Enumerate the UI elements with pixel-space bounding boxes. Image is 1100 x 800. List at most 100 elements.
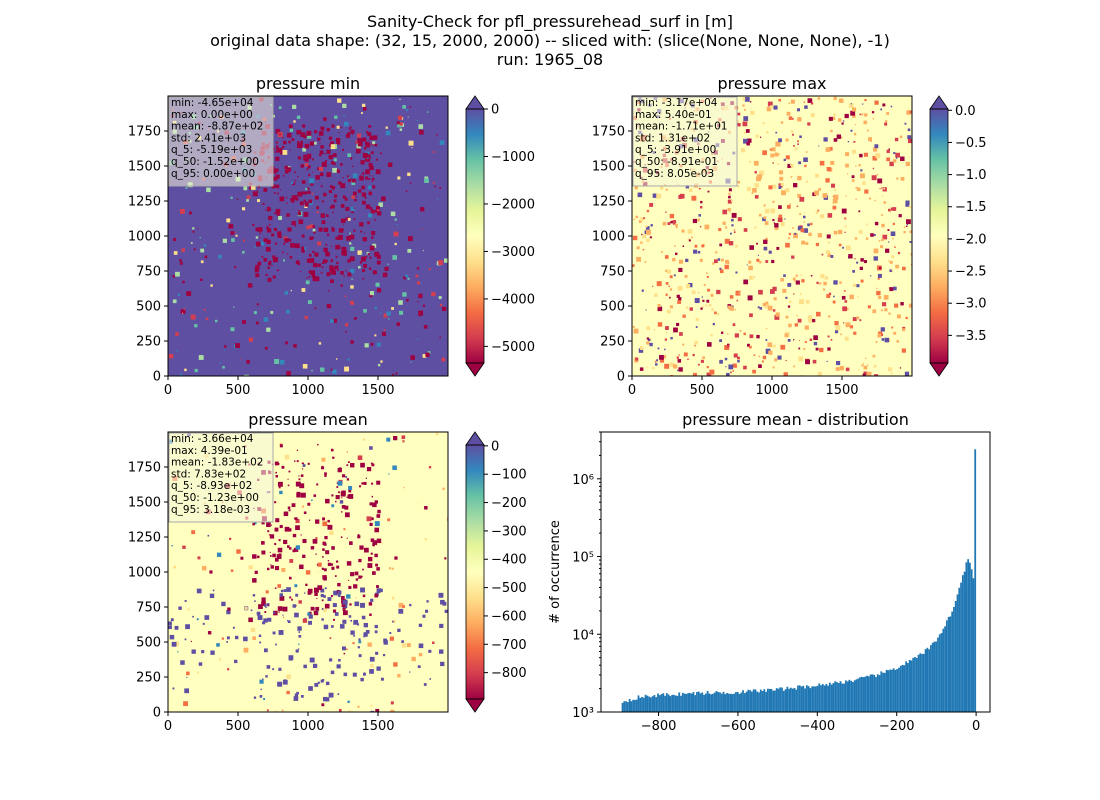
heatmap-pixel xyxy=(794,280,796,282)
heatmap-pixel xyxy=(187,608,190,611)
heatmap-pixel xyxy=(730,232,732,235)
heatmap-pixel xyxy=(766,106,772,112)
heatmap-pixel xyxy=(287,227,292,232)
heatmap-pixel xyxy=(171,545,173,547)
heatmap-pixel xyxy=(731,212,737,218)
histogram-bar xyxy=(775,688,778,712)
heatmap-pixel xyxy=(367,642,372,647)
heatmap-pixel xyxy=(184,688,190,694)
heatmap-pixel xyxy=(895,157,898,159)
colorbar-tick-label: 0 xyxy=(491,103,499,118)
heatmap-pixel xyxy=(182,312,184,314)
stats-line: min: -4.65e+04 xyxy=(171,97,254,109)
heatmap-pixel xyxy=(355,148,361,154)
heatmap-pixel xyxy=(419,314,421,317)
heatmap-pixel xyxy=(302,124,306,128)
heatmap-pixel xyxy=(399,98,401,100)
histogram-bar xyxy=(655,697,658,712)
heatmap-pixel xyxy=(351,278,353,280)
histogram-bar xyxy=(742,690,744,712)
heatmap-pixel xyxy=(345,476,348,478)
heatmap-pixel xyxy=(827,253,832,258)
heatmap-pixel xyxy=(768,250,772,254)
heatmap-pixel xyxy=(299,564,304,570)
heatmap-pixel xyxy=(204,615,210,620)
heatmap-pixel xyxy=(332,167,338,173)
heatmap-pixel xyxy=(765,260,769,263)
heatmap-pixel xyxy=(872,167,875,170)
heatmap-pixel xyxy=(311,273,316,278)
heatmap-pixel xyxy=(864,113,868,117)
heatmap-pixel xyxy=(180,373,183,376)
histogram-bar xyxy=(703,694,705,712)
heatmap-pixel xyxy=(339,624,345,629)
heatmap-pixel xyxy=(321,567,325,570)
heatmap-pixel xyxy=(773,222,775,224)
heatmap-pixel xyxy=(676,294,680,298)
histogram-bar xyxy=(857,678,860,712)
heatmap-pixel xyxy=(303,212,309,217)
heatmap-pixel xyxy=(325,251,330,257)
y-tick-label: 1750 xyxy=(592,125,625,140)
heatmap-pixel xyxy=(367,213,373,218)
heatmap-pixel xyxy=(863,152,868,157)
histogram-bar xyxy=(646,695,649,712)
histogram-bar xyxy=(804,688,806,712)
heatmap-pixel xyxy=(646,209,650,213)
heatmap-pixel xyxy=(256,190,259,192)
heatmap-pixel xyxy=(289,596,292,599)
heatmap-pixel xyxy=(638,348,644,353)
heatmap-pixel xyxy=(889,287,894,292)
histogram-bar xyxy=(717,692,720,712)
heatmap-pixel xyxy=(643,217,646,220)
heatmap-pixel xyxy=(362,237,367,242)
heatmap-pixel xyxy=(666,269,672,274)
heatmap-pixel xyxy=(336,486,339,488)
heatmap-pixel xyxy=(346,537,348,539)
heatmap-pixel xyxy=(294,547,299,552)
heatmap-pixel xyxy=(783,372,788,376)
heatmap-pixel xyxy=(316,483,319,486)
heatmap-pixel xyxy=(332,369,337,374)
heatmap-pixel xyxy=(391,596,395,600)
heatmap-pixel xyxy=(758,289,763,295)
heatmap-pixel xyxy=(197,556,201,560)
heatmap-pixel xyxy=(275,710,278,712)
heatmap-pixel xyxy=(887,229,890,231)
heatmap-pixel xyxy=(762,355,767,360)
heatmap-pixel xyxy=(365,629,370,634)
heatmap-pixel xyxy=(728,188,732,192)
heatmap-pixel xyxy=(789,164,794,168)
heatmap-pixel xyxy=(270,310,274,314)
heatmap-pixel xyxy=(393,231,399,237)
heatmap-pixel xyxy=(902,328,906,332)
x-tick-label: 500 xyxy=(226,383,251,398)
heatmap-pixel xyxy=(288,547,292,550)
heatmap-pixel xyxy=(312,539,318,544)
heatmap-pixel xyxy=(309,178,315,184)
heatmap-pixel xyxy=(644,261,647,263)
histogram-bar xyxy=(926,647,929,712)
histogram-panel: pressure mean - distribution−800 −600 −400… xyxy=(548,410,991,734)
heatmap-pixel xyxy=(669,305,673,309)
heatmap-pixel xyxy=(288,509,291,512)
heatmap-pixel xyxy=(268,261,272,266)
heatmap-pixel xyxy=(320,213,326,218)
heatmap-pixel xyxy=(424,506,428,510)
heatmap-pixel xyxy=(266,567,270,571)
heatmap-pixel xyxy=(646,238,650,242)
histogram-bar xyxy=(875,676,877,712)
heatmap-pixel xyxy=(309,258,315,263)
heatmap-pixel xyxy=(284,169,289,174)
heatmap-pixel xyxy=(852,283,857,287)
histogram-bar xyxy=(960,582,962,712)
heatmap-pixel xyxy=(314,682,319,687)
heatmap-pixel xyxy=(854,258,856,260)
heatmap-pixel xyxy=(316,597,318,599)
heatmap-pixel xyxy=(247,283,253,288)
heatmap-pixel xyxy=(785,315,789,319)
heatmap-pixel xyxy=(364,176,369,180)
heatmap-pixel xyxy=(392,373,394,376)
heatmap-pixel xyxy=(879,266,882,270)
heatmap-pixel xyxy=(341,250,347,256)
